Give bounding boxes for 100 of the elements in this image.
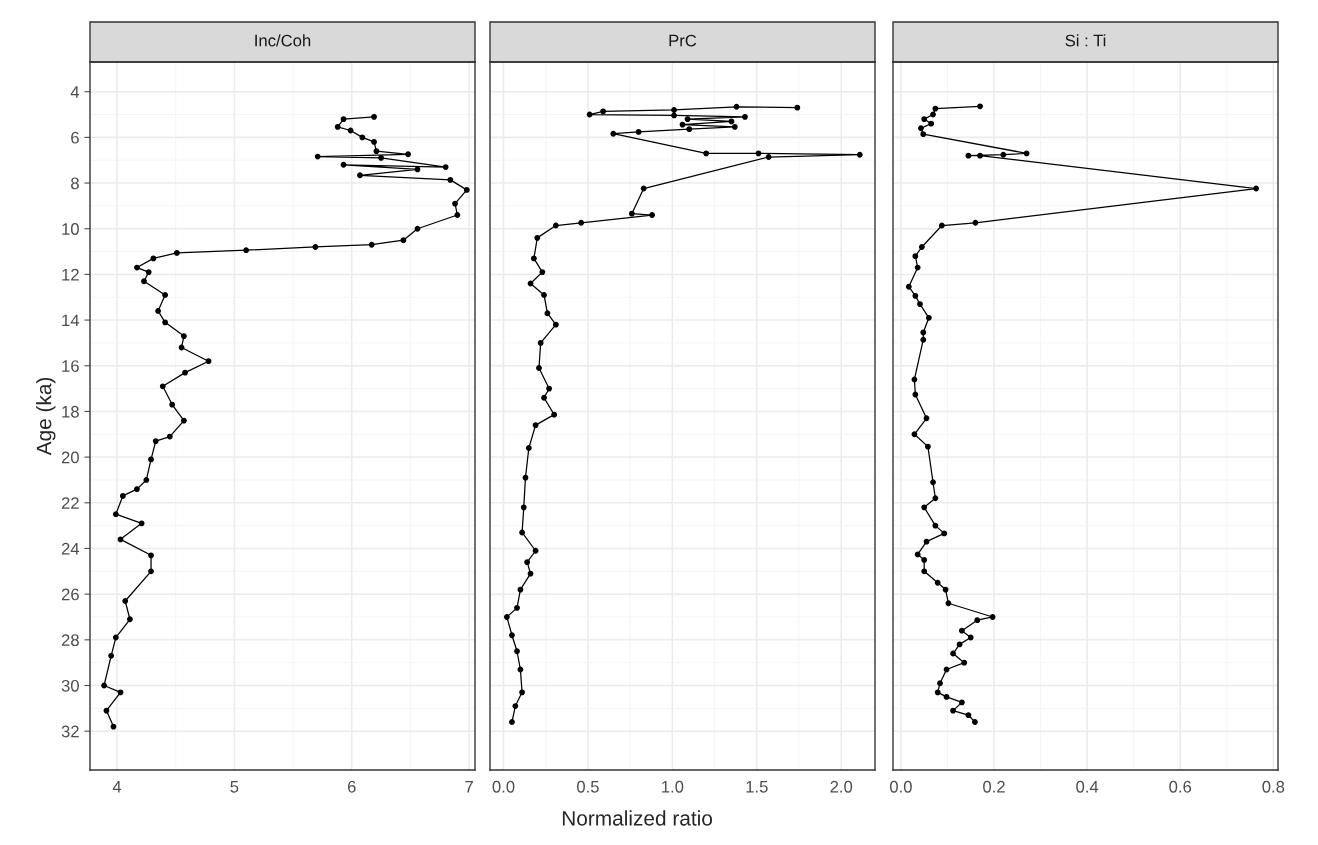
point: [932, 495, 939, 502]
point: [148, 552, 154, 559]
point: [856, 151, 863, 158]
y-tick-label: 12: [62, 268, 79, 281]
point: [145, 269, 152, 276]
y-tick-label: 32: [61, 725, 79, 738]
point: [937, 680, 943, 687]
point: [152, 438, 159, 445]
point: [368, 241, 375, 248]
point: [126, 616, 133, 623]
point: [541, 292, 547, 298]
y-tick-label: 8: [71, 177, 79, 190]
y-tick-label: 26: [61, 588, 79, 601]
point: [103, 707, 110, 714]
point: [509, 719, 515, 725]
point: [340, 161, 347, 168]
point: [961, 659, 968, 666]
point: [671, 107, 677, 113]
point: [524, 559, 531, 566]
point: [166, 433, 173, 440]
point: [532, 547, 539, 554]
point: [755, 150, 762, 157]
point: [941, 530, 948, 537]
y-tick-label: 22: [61, 497, 79, 509]
point: [640, 185, 647, 192]
point: [914, 551, 921, 558]
point: [912, 391, 919, 398]
x-tick-label: 7: [465, 781, 473, 793]
point: [600, 108, 607, 115]
y-tick-label: 18: [62, 405, 79, 418]
point: [180, 333, 187, 339]
point: [1000, 151, 1007, 158]
point: [912, 253, 919, 260]
point: [452, 200, 458, 207]
point: [628, 210, 635, 217]
point: [920, 329, 927, 336]
point: [965, 712, 972, 719]
x-tick-label: 0.6: [1169, 780, 1192, 793]
point: [635, 128, 642, 135]
point: [519, 689, 526, 696]
x-tick-label: 2.0: [830, 780, 853, 793]
point: [537, 339, 544, 346]
point: [928, 120, 935, 127]
point: [541, 394, 547, 401]
point: [527, 570, 534, 577]
point: [972, 219, 979, 226]
point: [522, 474, 529, 481]
x-tick-label: 4: [112, 781, 122, 793]
point: [514, 604, 520, 611]
y-tick-label: 24: [61, 542, 80, 555]
y-tick-label: 14: [62, 314, 80, 327]
point: [512, 703, 519, 709]
point: [117, 536, 124, 543]
point: [527, 280, 534, 287]
point: [405, 151, 412, 158]
point: [950, 650, 956, 657]
point: [312, 244, 319, 250]
point: [965, 152, 972, 159]
point: [945, 600, 952, 607]
point: [950, 707, 956, 714]
point: [180, 417, 187, 424]
point: [447, 176, 454, 183]
point: [932, 522, 939, 529]
point: [150, 255, 157, 262]
point: [525, 445, 532, 451]
point: [552, 222, 559, 229]
point: [918, 244, 925, 250]
point: [159, 383, 166, 390]
point: [911, 376, 918, 383]
point: [178, 344, 185, 351]
point: [920, 131, 927, 138]
y-tick-label: 20: [61, 451, 79, 464]
point: [357, 172, 363, 179]
point: [520, 504, 527, 511]
point: [923, 538, 930, 545]
x-tick-label: 1.5: [746, 781, 768, 793]
point: [463, 186, 470, 193]
point: [977, 103, 983, 110]
chart-title: PrC: [669, 34, 697, 47]
point: [530, 255, 537, 262]
point: [934, 579, 941, 586]
point: [911, 431, 918, 438]
point: [519, 529, 526, 536]
point: [155, 308, 161, 314]
y-tick-label: 6: [71, 131, 79, 144]
point: [943, 666, 950, 673]
point: [334, 123, 341, 130]
point: [205, 358, 212, 365]
point: [923, 415, 930, 422]
point: [703, 150, 710, 157]
point: [551, 411, 558, 418]
point: [169, 401, 176, 408]
point: [958, 627, 965, 634]
point: [671, 112, 677, 119]
point: [912, 292, 919, 299]
point: [1253, 185, 1260, 192]
point: [925, 314, 932, 321]
point: [314, 153, 321, 160]
point: [921, 504, 928, 511]
point: [134, 486, 140, 493]
